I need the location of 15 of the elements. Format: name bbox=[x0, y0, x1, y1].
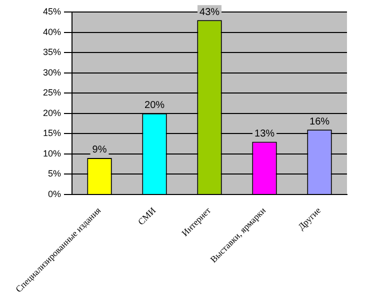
y-tick-label: 10% bbox=[43, 148, 62, 158]
y-tick-label: 30% bbox=[43, 67, 62, 78]
data-label: 16% bbox=[309, 116, 330, 128]
data-label: 43% bbox=[200, 6, 220, 18]
data-label: 13% bbox=[254, 128, 275, 140]
y-tick-label: 20% bbox=[43, 108, 62, 118]
data-label: 20% bbox=[144, 100, 165, 112]
data-label: 9% bbox=[92, 144, 107, 156]
y-tick-label: 35% bbox=[43, 47, 62, 58]
y-tick-label: 0% bbox=[48, 188, 62, 199]
y-tick-label: 15% bbox=[43, 128, 62, 138]
y-tick-label: 25% bbox=[43, 88, 62, 98]
y-tick-label: 45% bbox=[43, 6, 62, 16]
y-tick-label: 5% bbox=[48, 168, 62, 179]
y-tick-label: 40% bbox=[43, 26, 62, 37]
